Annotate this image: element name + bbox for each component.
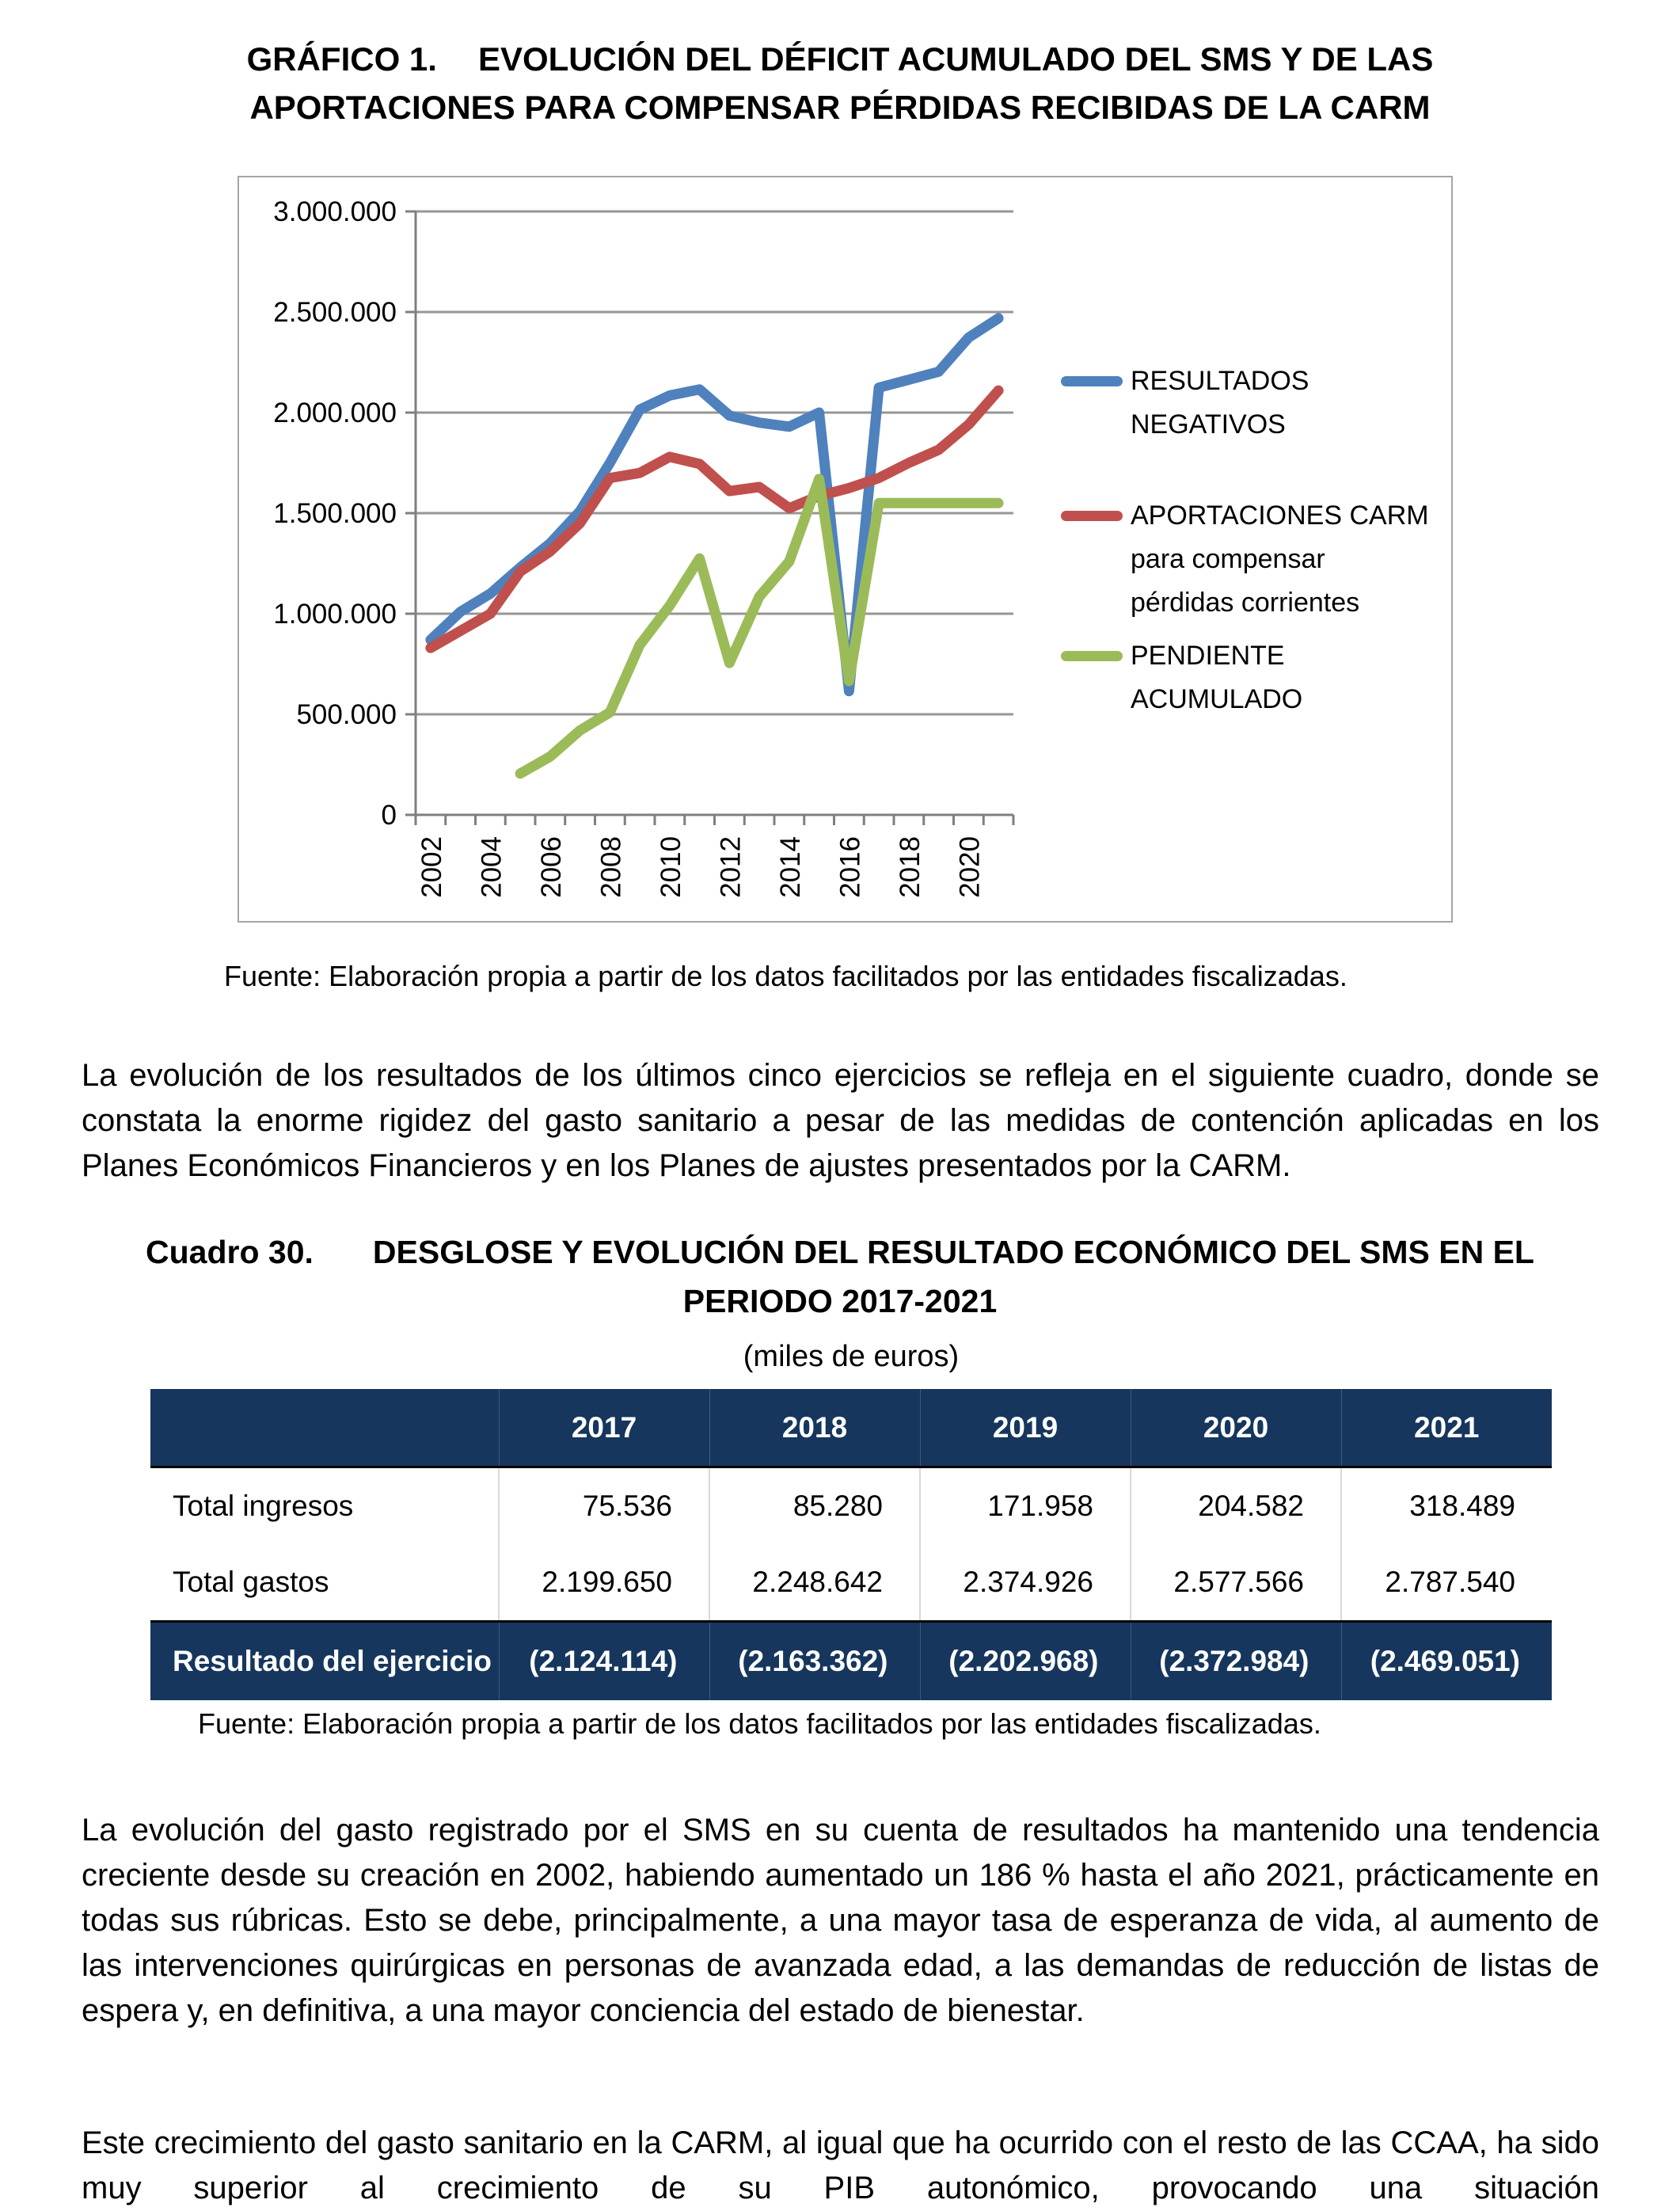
legend-swatch-icon xyxy=(1061,511,1123,521)
legend-item-2: APORTACIONES CARM para compensar pérdidas … xyxy=(1061,494,1433,625)
table-title: Cuadro 30. DESGLOSE Y EVOLUCIÓN DEL RESUL… xyxy=(0,1227,1680,1326)
cell-value: (2.202.968) xyxy=(919,1621,1131,1700)
cell-value: 204.582 xyxy=(1130,1467,1341,1544)
column-header-2019: 2019 xyxy=(919,1389,1131,1467)
y-axis-tick-label: 1.500.000 xyxy=(273,498,397,529)
column-header-2020: 2020 xyxy=(1130,1389,1341,1467)
legend-swatch-icon xyxy=(1061,376,1123,386)
table-row-total-gastos: Total gastos 2.199.650 2.248.642 2.374.926 2… xyxy=(150,1544,1552,1622)
row-label: Total ingresos xyxy=(150,1467,499,1544)
series-pendiente-acumulado xyxy=(515,474,1004,779)
row-label: Total gastos xyxy=(150,1544,499,1622)
cell-value: 171.958 xyxy=(919,1467,1131,1544)
figure-title-line1: GRÁFICO 1. EVOLUCIÓN DEL DÉFICIT ACUMULAD… xyxy=(246,40,1434,78)
cell-value: (2.163.362) xyxy=(709,1621,920,1700)
series-aportaciones-carm xyxy=(425,385,1004,653)
x-axis-tick-label: 2004 xyxy=(476,836,507,898)
legend-label: PENDIENTE ACUMULADO xyxy=(1131,641,1303,714)
y-axis-tick-label: 0 xyxy=(382,800,397,831)
x-axis-tick-label: 2006 xyxy=(536,836,567,898)
table-title-line1: Cuadro 30. DESGLOSE Y EVOLUCIÓN DEL RESUL… xyxy=(146,1234,1534,1270)
x-axis-tick-label: 2008 xyxy=(595,836,626,898)
cell-value: 2.374.926 xyxy=(919,1544,1131,1622)
cell-value: 2.577.566 xyxy=(1130,1544,1341,1622)
x-axis-tick-label: 2014 xyxy=(775,836,806,898)
cell-value: 2.248.642 xyxy=(709,1544,920,1622)
cell-value: (2.124.114) xyxy=(498,1621,709,1700)
chart-legend: RESULTADOS NEGATIVOS APORTACIONES CARM para… xyxy=(1061,177,1433,721)
legend-item-1: RESULTADOS NEGATIVOS xyxy=(1061,360,1433,447)
row-label: Resultado del ejercicio xyxy=(173,1645,492,1677)
cell-value: (2.372.984) xyxy=(1130,1621,1341,1700)
cell-value: 85.280 xyxy=(709,1467,920,1544)
legend-item-3: PENDIENTE ACUMULADO xyxy=(1061,634,1433,721)
cell-value: 2.199.650 xyxy=(498,1544,709,1622)
x-axis-tick-label: 2002 xyxy=(416,836,447,898)
cell-value: 2.787.540 xyxy=(1340,1544,1552,1622)
table-number: Cuadro 30. xyxy=(146,1234,314,1270)
cell-value: (2.469.051) xyxy=(1340,1621,1552,1700)
line-chart-frame: 0 500.000 1.000.000 1.500.000 2.000.000 2.500… xyxy=(238,176,1453,923)
table-title-line2: PERIODO 2017-2021 xyxy=(682,1283,998,1319)
y-axis-tick-label: 3.000.000 xyxy=(273,196,397,227)
legend-label: APORTACIONES CARM para compensar pérdidas … xyxy=(1131,500,1429,618)
table-row-total-ingresos: Total ingresos 75.536 85.280 171.958 204.582… xyxy=(150,1467,1552,1544)
column-header-2021: 2021 xyxy=(1340,1389,1552,1467)
deficit-evolution-chart-canvas: 0 500.000 1.000.000 1.500.000 2.000.000 2.500… xyxy=(273,196,1015,898)
y-axis-tick-label: 2.000.000 xyxy=(273,398,397,428)
figure-title-line2: APORTACIONES PARA COMPENSAR PÉRDIDAS REC… xyxy=(249,89,1431,126)
figure-number: GRÁFICO 1. xyxy=(246,40,437,78)
x-axis-tick-label: 2012 xyxy=(715,836,746,898)
results-table: 2017 2018 2019 2020 2021 Total ingresos 75.53… xyxy=(150,1389,1552,1700)
y-axis-tick-label: 2.500.000 xyxy=(273,297,397,328)
table-row-resultado-del-ejercicio: Resultado del ejercicio (2.124.114) (2.163… xyxy=(150,1621,1552,1700)
table-corner-cell xyxy=(150,1389,499,1467)
table-units-caption: (miles de euros) xyxy=(743,1340,960,1373)
y-axis-tick-label: 500.000 xyxy=(296,699,397,730)
figure-title: GRÁFICO 1. EVOLUCIÓN DEL DÉFICIT ACUMULAD… xyxy=(0,35,1680,131)
y-axis-tick-label: 1.000.000 xyxy=(273,599,397,630)
paragraph-expense-trend: La evolución del gasto registrado por el… xyxy=(82,1813,1599,2028)
x-axis-tick-label: 2018 xyxy=(895,836,926,898)
cell-value: 75.536 xyxy=(498,1467,709,1544)
x-axis-tick-label: 2010 xyxy=(656,836,686,898)
column-header-2018: 2018 xyxy=(709,1389,920,1467)
column-header-2017: 2017 xyxy=(498,1389,709,1467)
paragraph-evolution-results: La evolución de los resultados de los úl… xyxy=(82,1058,1599,1183)
x-axis-tick-label: 2016 xyxy=(834,836,865,898)
table-source-caption: Fuente: Elaboración propia a partir de l… xyxy=(198,1707,1321,1740)
legend-label: RESULTADOS NEGATIVOS xyxy=(1131,366,1309,440)
legend-swatch-icon xyxy=(1061,651,1123,661)
x-axis-tick-label: 2020 xyxy=(954,836,985,898)
chart-source-caption: Fuente: Elaboración propia a partir de l… xyxy=(224,960,1347,992)
cell-value: 318.489 xyxy=(1340,1467,1552,1544)
results-table-wrap: 2017 2018 2019 2020 2021 Total ingresos 75.53… xyxy=(150,1389,1552,1700)
paragraph-pib-comparison: Este crecimiento del gasto sanitario en … xyxy=(82,2125,1599,2205)
table-header-row: 2017 2018 2019 2020 2021 xyxy=(150,1389,1552,1467)
